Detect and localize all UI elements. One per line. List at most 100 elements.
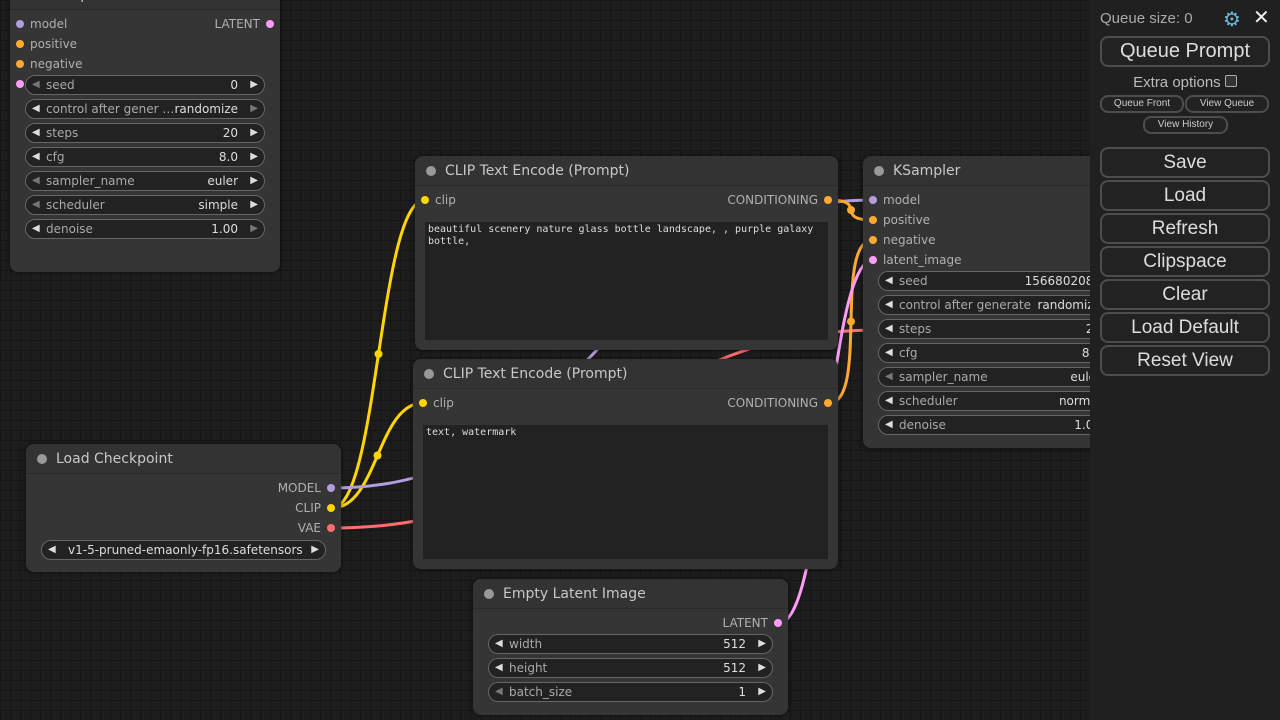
queue-front-button[interactable]: Queue Front <box>1100 95 1184 113</box>
increment-arrow-icon[interactable]: ▶ <box>250 199 258 210</box>
conditioning-pin-icon[interactable] <box>824 399 832 407</box>
decrement-arrow-icon[interactable]: ◀ <box>48 544 56 555</box>
queue-prompt-button[interactable]: Queue Prompt <box>1100 36 1270 67</box>
reset-view-button[interactable]: Reset View <box>1100 345 1270 376</box>
ksampler-top-node[interactable]: KSamplermodelpositivenegativelatent_imag… <box>10 0 280 272</box>
decrement-arrow-icon[interactable]: ◀ <box>885 395 893 406</box>
increment-arrow-icon[interactable]: ▶ <box>250 79 258 90</box>
output-slot-latent[interactable]: LATENT <box>723 615 788 631</box>
node-title[interactable]: KSampler <box>10 0 280 10</box>
decrement-arrow-icon[interactable]: ◀ <box>885 419 893 430</box>
conditioning-pin-icon[interactable] <box>16 60 24 68</box>
collapse-dot-icon[interactable] <box>424 369 434 379</box>
save-button[interactable]: Save <box>1100 147 1270 178</box>
widget-width[interactable]: ◀ width 512 ▶ <box>488 634 773 654</box>
decrement-arrow-icon[interactable]: ◀ <box>32 175 40 186</box>
node-title[interactable]: CLIP Text Encode (Prompt) <box>413 359 838 389</box>
decrement-arrow-icon[interactable]: ◀ <box>32 199 40 210</box>
decrement-arrow-icon[interactable]: ◀ <box>885 299 893 310</box>
widget-height[interactable]: ◀ height 512 ▶ <box>488 658 773 678</box>
load-button[interactable]: Load <box>1100 180 1270 211</box>
increment-arrow-icon[interactable]: ▶ <box>250 127 258 138</box>
link-midpoint-icon[interactable] <box>847 206 855 214</box>
link-midpoint-icon[interactable] <box>374 350 383 358</box>
widget-scheduler[interactable]: ◀ scheduler simple ▶ <box>25 195 265 215</box>
decrement-arrow-icon[interactable]: ◀ <box>885 275 893 286</box>
output-slot-clip[interactable]: CLIP <box>295 500 341 516</box>
increment-arrow-icon[interactable]: ▶ <box>758 686 766 697</box>
empty-latent-image-node[interactable]: Empty Latent Image LATENT ◀ width 512 ▶ ◀ heigh… <box>473 579 788 715</box>
decrement-arrow-icon[interactable]: ◀ <box>32 103 40 114</box>
decrement-arrow-icon[interactable]: ◀ <box>495 686 503 697</box>
clip-pin-icon[interactable] <box>327 504 335 512</box>
latent-pin-icon[interactable] <box>266 20 274 28</box>
decrement-arrow-icon[interactable]: ◀ <box>32 151 40 162</box>
link-midpoint-icon[interactable] <box>373 451 382 460</box>
input-slot-model[interactable]: model <box>10 16 67 32</box>
output-slot-model[interactable]: MODEL <box>278 480 341 496</box>
model-pin-icon[interactable] <box>869 196 877 204</box>
widget-seed[interactable]: ◀ seed 0 ▶ <box>25 75 265 95</box>
widget-batch_size[interactable]: ◀ batch_size 1 ▶ <box>488 682 773 702</box>
clip-pin-icon[interactable] <box>419 399 427 407</box>
input-slot-latent_image[interactable]: latent_image <box>863 252 961 268</box>
widget-cfg[interactable]: ◀ cfg 8.0 ▶ <box>25 147 265 167</box>
load-checkpoint-node[interactable]: Load Checkpoint MODEL CLIP VAE ◀ v1-5-pruned-… <box>26 444 341 572</box>
increment-arrow-icon[interactable]: ▶ <box>250 151 258 162</box>
vae-pin-icon[interactable] <box>327 524 335 532</box>
node-title[interactable]: KSampler <box>863 156 1123 186</box>
input-slot-positive[interactable]: positive <box>10 36 77 52</box>
increment-arrow-icon[interactable]: ▶ <box>758 662 766 673</box>
refresh-button[interactable]: Refresh <box>1100 213 1270 244</box>
clip-text-encode-negative-node[interactable]: CLIP Text Encode (Prompt) clip CONDITIONIN… <box>413 359 838 569</box>
node-title[interactable]: Load Checkpoint <box>26 444 341 474</box>
increment-arrow-icon[interactable]: ▶ <box>311 544 319 555</box>
ksampler-main-node[interactable]: KSampler model positive negative latent_imag… <box>863 156 1128 448</box>
decrement-arrow-icon[interactable]: ◀ <box>885 323 893 334</box>
widget-ckpt-name[interactable]: ◀ v1-5-pruned-emaonly-fp16.safetensors ▶ <box>41 540 326 560</box>
load-default-button[interactable]: Load Default <box>1100 312 1270 343</box>
close-icon[interactable]: ✕ <box>1253 5 1270 29</box>
view-history-button[interactable]: View History <box>1143 116 1228 134</box>
decrement-arrow-icon[interactable]: ◀ <box>495 662 503 673</box>
clip-pin-icon[interactable] <box>421 196 429 204</box>
decrement-arrow-icon[interactable]: ◀ <box>885 347 893 358</box>
model-pin-icon[interactable] <box>16 20 24 28</box>
prompt-textarea[interactable]: text, watermark <box>423 425 828 559</box>
input-slot-clip[interactable]: clip <box>413 395 454 411</box>
collapse-dot-icon[interactable] <box>874 166 884 176</box>
extra-options-checkbox[interactable] <box>1224 75 1237 87</box>
input-slot-negative[interactable]: negative <box>863 232 935 248</box>
conditioning-pin-icon[interactable] <box>16 40 24 48</box>
increment-arrow-icon[interactable]: ▶ <box>250 175 258 186</box>
increment-arrow-icon[interactable]: ▶ <box>758 638 766 649</box>
decrement-arrow-icon[interactable]: ◀ <box>885 371 893 382</box>
input-slot-negative[interactable]: negative <box>10 56 82 72</box>
decrement-arrow-icon[interactable]: ◀ <box>495 638 503 649</box>
decrement-arrow-icon[interactable]: ◀ <box>32 223 40 234</box>
node-title[interactable]: CLIP Text Encode (Prompt) <box>415 156 838 186</box>
decrement-arrow-icon[interactable]: ◀ <box>32 79 40 90</box>
model-pin-icon[interactable] <box>327 484 335 492</box>
output-slot-conditioning[interactable]: CONDITIONING <box>727 192 838 208</box>
widget-steps[interactable]: ◀ steps 20 ▶ <box>25 123 265 143</box>
collapse-dot-icon[interactable] <box>37 454 47 464</box>
increment-arrow-icon[interactable]: ▶ <box>250 223 258 234</box>
clear-button[interactable]: Clear <box>1100 279 1270 310</box>
increment-arrow-icon[interactable]: ▶ <box>250 103 258 114</box>
output-slot-latent[interactable]: LATENT <box>215 16 280 32</box>
input-slot-positive[interactable]: positive <box>863 212 930 228</box>
input-slot-clip[interactable]: clip <box>415 192 456 208</box>
output-slot-conditioning[interactable]: CONDITIONING <box>727 395 838 411</box>
clip-text-encode-positive-node[interactable]: CLIP Text Encode (Prompt) clip CONDITIONIN… <box>415 156 838 350</box>
collapse-dot-icon[interactable] <box>484 589 494 599</box>
view-queue-button[interactable]: View Queue <box>1185 95 1269 113</box>
clipspace-button[interactable]: Clipspace <box>1100 246 1270 277</box>
link-midpoint-icon[interactable] <box>847 317 855 326</box>
node-title[interactable]: Empty Latent Image <box>473 579 788 609</box>
